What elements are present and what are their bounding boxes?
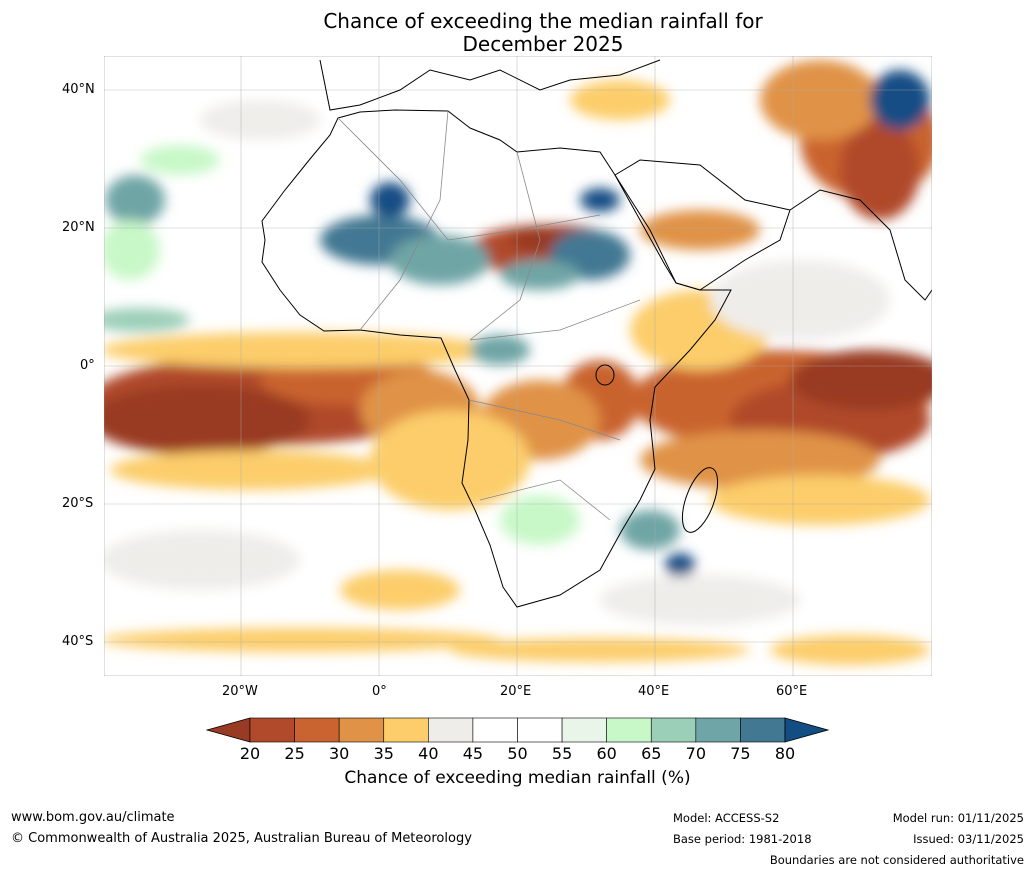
footer-model: Model: ACCESS-S2 [673,811,780,825]
colorbar-tick: 25 [284,744,305,763]
footer-base-period: Base period: 1981-2018 [673,832,812,846]
colorbar-swatch [428,717,474,743]
colorbar-tick: 50 [507,744,528,763]
rainfall-anomaly-region [370,182,410,218]
rainfall-anomaly-region [104,530,300,590]
rainfall-anomaly-region [760,60,880,140]
colorbar-tick: 65 [641,744,662,763]
colorbar-swatch [740,717,786,743]
colorbar-tick: 70 [685,744,707,763]
colorbar-extend-high [784,717,830,743]
footer-url: www.bom.gov.au/climate [11,810,175,825]
colorbar-tick: 45 [462,744,484,763]
lon-tick: 60°E [776,684,808,699]
country-borders [337,110,641,521]
rainfall-anomaly-region [140,145,220,175]
rainfall-anomaly-region [450,638,750,662]
colorbar-tick: 35 [373,744,394,763]
colorbar-swatch [294,717,340,743]
colorbar-swatch [383,717,429,743]
rainfall-anomaly-region [200,100,320,140]
rainfall-anomaly-region [340,570,460,610]
colorbar-swatch [517,717,563,743]
colorbar-tick: 20 [239,744,261,763]
rainfall-anomaly-region [870,70,930,130]
title-line-2: December 2025 [462,32,624,56]
lon-tick: 40°E [638,684,670,699]
footer-disclaimer: Boundaries are not considered authoritat… [769,853,1024,867]
footer-copyright: © Commonwealth of Australia 2025, Austra… [11,831,472,846]
lat-tick: 20°S [62,496,94,511]
lat-tick: 0° [80,358,95,373]
rainfall-anomaly-region [620,510,680,550]
colorbar-tick: 60 [596,744,617,763]
rainfall-anomaly-region [104,628,500,652]
rainfall-anomaly-region [104,220,160,280]
rainfall-anomaly-region [770,635,930,665]
rainfall-anomaly-region [600,575,800,625]
colorbar-tick: 80 [774,744,796,763]
rainfall-anomaly-region [390,235,490,285]
colorbar-tick: 30 [328,744,350,763]
colorbar-swatch [338,717,385,743]
gridlines [104,56,932,676]
colorbar-label: Chance of exceeding median rainfall (%) [344,768,691,788]
rainfall-anomaly-region [110,450,390,490]
lon-tick: 20°E [500,684,532,699]
colorbar-tick: 75 [730,744,751,763]
rainfall-anomaly-region [470,335,530,365]
coastlines [261,59,932,608]
colorbar-extend-low [205,717,251,743]
rainfall-map [104,56,932,676]
footer-issued: Issued: 03/11/2025 [913,832,1024,846]
lon-tick: 0° [372,684,387,699]
colorbar [205,717,830,743]
colorbar-swatch [606,717,652,743]
colorbar-tick: 40 [418,744,439,763]
rainfall-anomaly-region [710,260,890,340]
lon-tick: 20°W [222,684,258,699]
title-line-1: Chance of exceeding the median rainfall … [323,9,763,33]
rainfall-anomaly-region [790,350,932,410]
rainfall-anomaly-region [580,188,620,212]
rainfall-anomaly-region [710,475,930,525]
colorbar-swatch [650,717,697,743]
rainfall-anomaly-region [105,175,165,225]
colorbar-swatch [561,717,607,743]
rainfall-anomaly-region [640,210,760,250]
lat-tick: 20°N [62,220,95,235]
colorbar-swatch [472,717,518,743]
rainfall-anomaly-region [665,553,695,577]
rainfall-anomaly-region [500,260,580,290]
colorbar-swatch [695,717,741,743]
rainfall-anomaly-region [370,410,530,510]
rainfall-anomaly-region [840,120,920,220]
rainfall-anomaly-region [104,332,500,368]
rainfall-anomaly-region [500,495,580,545]
lat-tick: 40°S [62,634,94,649]
rainfall-anomaly-region [104,308,190,332]
colorbar-swatch [249,717,295,743]
rainfall-anomaly-region [104,385,310,455]
footer-model-run: Model run: 01/11/2025 [892,811,1024,825]
lat-tick: 40°N [62,82,95,97]
colorbar-tick: 55 [551,744,573,763]
